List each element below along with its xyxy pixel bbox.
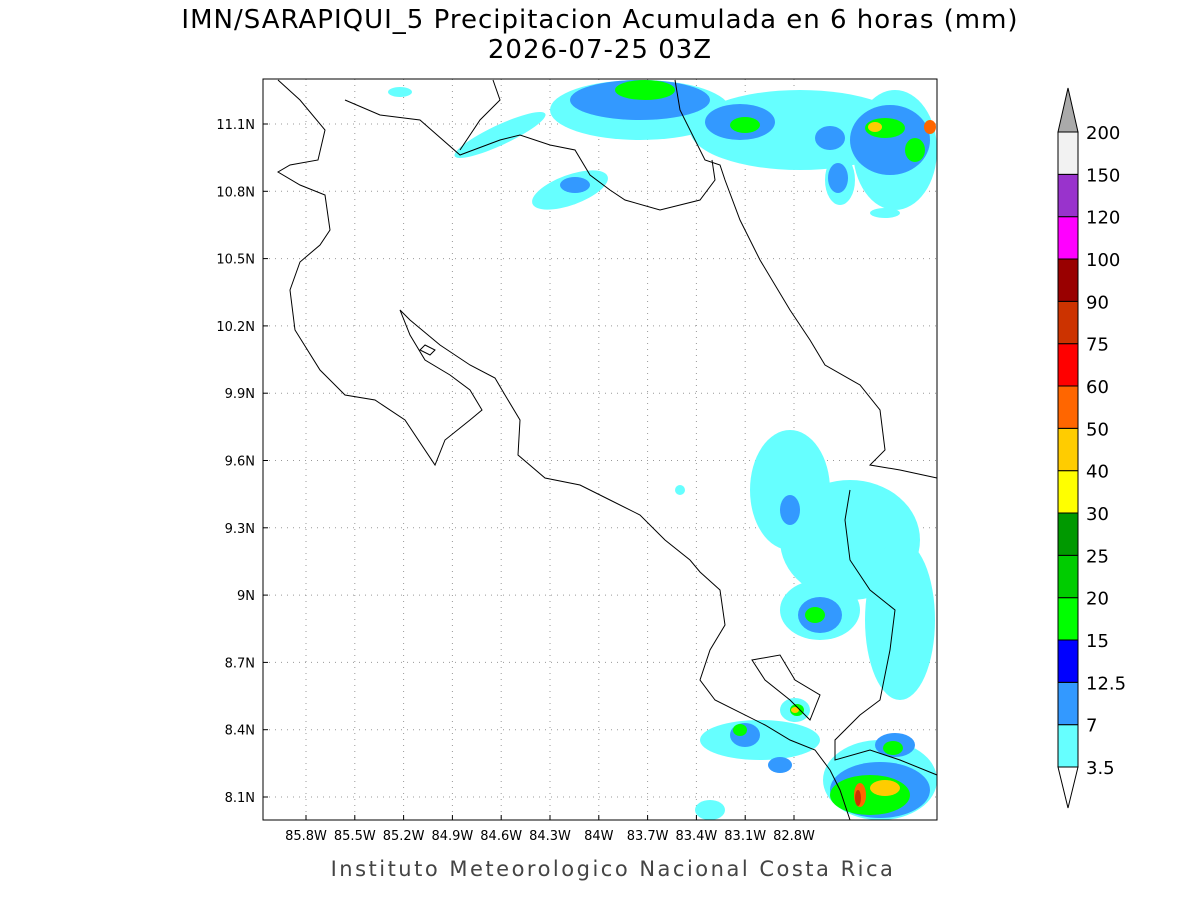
colorbar-label: 40 <box>1086 462 1109 483</box>
colorbar-swatch <box>1057 597 1079 641</box>
colorbar-swatch <box>1057 724 1079 768</box>
colorbar-swatch <box>1057 427 1079 472</box>
lat-label: 9N <box>237 589 255 604</box>
colorbar-swatch <box>1057 681 1079 726</box>
lat-label: 8.7N <box>225 656 255 671</box>
lat-label: 8.4N <box>225 724 255 739</box>
lat-label: 10.2N <box>216 320 255 335</box>
title: IMN/SARAPIQUI_5 Precipitacion Acumulada … <box>181 5 1018 35</box>
colorbar-swatch <box>1057 131 1079 175</box>
colorbar-label: 15 <box>1086 631 1109 652</box>
colorbar-swatch <box>1057 512 1079 556</box>
lon-label: 84.9W <box>431 829 473 844</box>
colorbar-swatch <box>1057 470 1079 514</box>
lon-label: 84.3W <box>529 829 571 844</box>
colorbar-label: 120 <box>1086 208 1120 229</box>
colorbar-swatch <box>1057 385 1079 429</box>
lat-label: 11.1N <box>216 118 255 133</box>
map-frame <box>262 78 938 821</box>
lat-label: 8.1N <box>225 791 255 806</box>
lon-label: 85.2W <box>383 829 425 844</box>
colorbar-swatch <box>1057 258 1079 302</box>
lon-label: 83.4W <box>675 829 717 844</box>
lat-label: 10.8N <box>216 185 255 200</box>
footer: Instituto Meteorologico Nacional Costa R… <box>331 857 896 881</box>
subtitle: 2026-07-25 03Z <box>488 35 712 65</box>
colorbar-under <box>1057 766 1079 809</box>
coastline <box>277 79 938 821</box>
lon-label: 83.7W <box>627 829 669 844</box>
lon-label: 85.8W <box>285 829 327 844</box>
colorbar-label: 20 <box>1086 589 1109 610</box>
colorbar-label: 75 <box>1086 335 1109 356</box>
colorbar-label: 60 <box>1086 377 1109 398</box>
colorbar-label: 50 <box>1086 419 1109 440</box>
colorbar-over <box>1057 87 1079 133</box>
colorbar-swatch <box>1057 343 1079 387</box>
lon-label: 85.5W <box>334 829 376 844</box>
colorbar-label: 200 <box>1086 123 1120 144</box>
colorbar-label: 30 <box>1086 504 1109 525</box>
colorbar-label: 100 <box>1086 250 1120 271</box>
lon-label: 82.8W <box>773 829 815 844</box>
colorbar-swatch <box>1057 300 1079 345</box>
colorbar-label: 3.5 <box>1086 758 1115 779</box>
colorbar-label: 12.5 <box>1086 673 1126 694</box>
lat-label: 10.5N <box>216 253 255 268</box>
colorbar-label: 150 <box>1086 165 1120 186</box>
colorbar-label: 25 <box>1086 546 1109 567</box>
lon-label: 84.6W <box>480 829 522 844</box>
precipitation <box>388 80 937 820</box>
colorbar-swatch <box>1057 216 1079 260</box>
lon-label: 84W <box>584 829 614 844</box>
lon-label: 83.1W <box>724 829 766 844</box>
colorbar-swatch <box>1057 173 1079 218</box>
colorbar-swatch <box>1057 639 1079 683</box>
colorbar-label: 90 <box>1086 292 1109 313</box>
colorbar-swatch <box>1057 554 1079 599</box>
colorbar-label: 7 <box>1086 716 1097 737</box>
colorbar: 3.5 7 12.5 15 20 25 30 40 50 60 75 90 100 120 150 200 <box>1057 87 1126 809</box>
lat-label: 9.9N <box>225 387 255 402</box>
lat-label: 9.3N <box>225 522 255 537</box>
lat-label: 9.6N <box>225 455 255 470</box>
